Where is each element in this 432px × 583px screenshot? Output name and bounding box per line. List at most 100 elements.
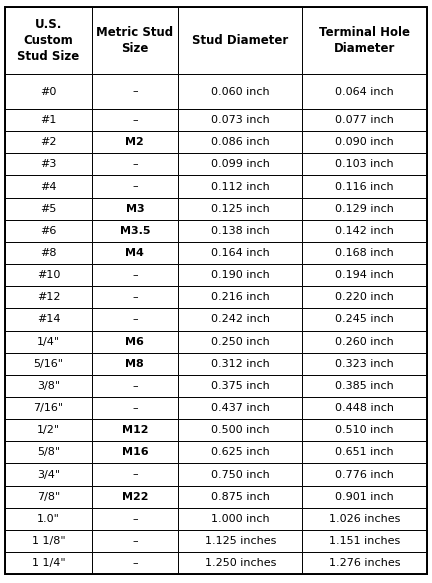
Text: 0.086 inch: 0.086 inch (211, 137, 270, 147)
Bar (92, 242, 178, 264)
Text: 0.103 inch: 0.103 inch (335, 159, 394, 170)
Text: –: – (132, 536, 138, 546)
Text: 0.437 inch: 0.437 inch (211, 403, 270, 413)
Text: M3.5: M3.5 (120, 226, 150, 236)
Text: 0.323 inch: 0.323 inch (335, 359, 394, 369)
Bar (92, 109, 178, 131)
Bar (302, 198, 427, 220)
Text: Terminal Hole
Diameter: Terminal Hole Diameter (319, 26, 410, 55)
Text: –: – (132, 403, 138, 413)
Bar (302, 463, 427, 486)
Text: 0.875 inch: 0.875 inch (211, 491, 270, 502)
Bar (92, 463, 178, 486)
Text: –: – (132, 115, 138, 125)
Text: 0.245 inch: 0.245 inch (335, 314, 394, 325)
Bar (92, 308, 178, 331)
Text: –: – (132, 381, 138, 391)
Bar (5, 308, 92, 331)
Text: M8: M8 (125, 359, 144, 369)
Bar (178, 463, 302, 486)
Text: 0.242 inch: 0.242 inch (211, 314, 270, 325)
Bar (302, 508, 427, 530)
Bar (5, 419, 92, 441)
Text: 0.901 inch: 0.901 inch (335, 491, 394, 502)
Bar (5, 331, 92, 353)
Bar (92, 198, 178, 220)
Text: #8: #8 (40, 248, 57, 258)
Bar (5, 220, 92, 242)
Bar (5, 508, 92, 530)
Bar (92, 175, 178, 198)
Bar (92, 530, 178, 552)
Bar (178, 7, 302, 74)
Bar (92, 397, 178, 419)
Bar (5, 175, 92, 198)
Bar (5, 242, 92, 264)
Bar (92, 220, 178, 242)
Text: 0.090 inch: 0.090 inch (335, 137, 394, 147)
Bar (302, 109, 427, 131)
Bar (5, 7, 92, 74)
Bar (302, 419, 427, 441)
Bar (5, 198, 92, 220)
Text: 1 1/4": 1 1/4" (32, 558, 65, 568)
Bar (178, 131, 302, 153)
Text: 0.129 inch: 0.129 inch (335, 203, 394, 214)
Text: #5: #5 (40, 203, 57, 214)
Text: 0.168 inch: 0.168 inch (335, 248, 394, 258)
Text: 1/2": 1/2" (37, 425, 60, 436)
Text: M22: M22 (121, 491, 148, 502)
Bar (178, 552, 302, 574)
Text: –: – (132, 270, 138, 280)
Bar (5, 286, 92, 308)
Bar (92, 264, 178, 286)
Bar (5, 264, 92, 286)
Text: –: – (132, 159, 138, 170)
Text: 0.138 inch: 0.138 inch (211, 226, 270, 236)
Text: 1.026 inches: 1.026 inches (329, 514, 400, 524)
Bar (302, 153, 427, 175)
Bar (302, 175, 427, 198)
Bar (92, 508, 178, 530)
Text: #12: #12 (37, 292, 60, 303)
Text: 0.651 inch: 0.651 inch (335, 447, 394, 458)
Text: –: – (132, 292, 138, 303)
Bar (92, 552, 178, 574)
Text: 0.125 inch: 0.125 inch (211, 203, 270, 214)
Text: 0.500 inch: 0.500 inch (211, 425, 270, 436)
Bar (178, 264, 302, 286)
Bar (302, 375, 427, 397)
Text: #2: #2 (40, 137, 57, 147)
Text: 0.220 inch: 0.220 inch (335, 292, 394, 303)
Bar (5, 109, 92, 131)
Text: 7/8": 7/8" (37, 491, 60, 502)
Bar (178, 375, 302, 397)
Text: –: – (132, 181, 138, 192)
Bar (178, 508, 302, 530)
Text: 5/8": 5/8" (37, 447, 60, 458)
Bar (5, 397, 92, 419)
Bar (178, 286, 302, 308)
Text: 0.064 inch: 0.064 inch (335, 86, 394, 97)
Bar (302, 308, 427, 331)
Text: M6: M6 (125, 336, 144, 347)
Bar (178, 486, 302, 508)
Text: M16: M16 (121, 447, 148, 458)
Bar (178, 308, 302, 331)
Text: 0.750 inch: 0.750 inch (211, 469, 270, 480)
Text: M12: M12 (121, 425, 148, 436)
Text: 0.142 inch: 0.142 inch (335, 226, 394, 236)
Text: 0.112 inch: 0.112 inch (211, 181, 270, 192)
Text: M3: M3 (126, 203, 144, 214)
Bar (178, 419, 302, 441)
Text: 0.250 inch: 0.250 inch (211, 336, 270, 347)
Text: #14: #14 (37, 314, 60, 325)
Bar (178, 175, 302, 198)
Text: #3: #3 (40, 159, 57, 170)
Bar (5, 153, 92, 175)
Bar (302, 242, 427, 264)
Text: #4: #4 (40, 181, 57, 192)
Bar (92, 353, 178, 375)
Text: 0.216 inch: 0.216 inch (211, 292, 270, 303)
Bar (302, 331, 427, 353)
